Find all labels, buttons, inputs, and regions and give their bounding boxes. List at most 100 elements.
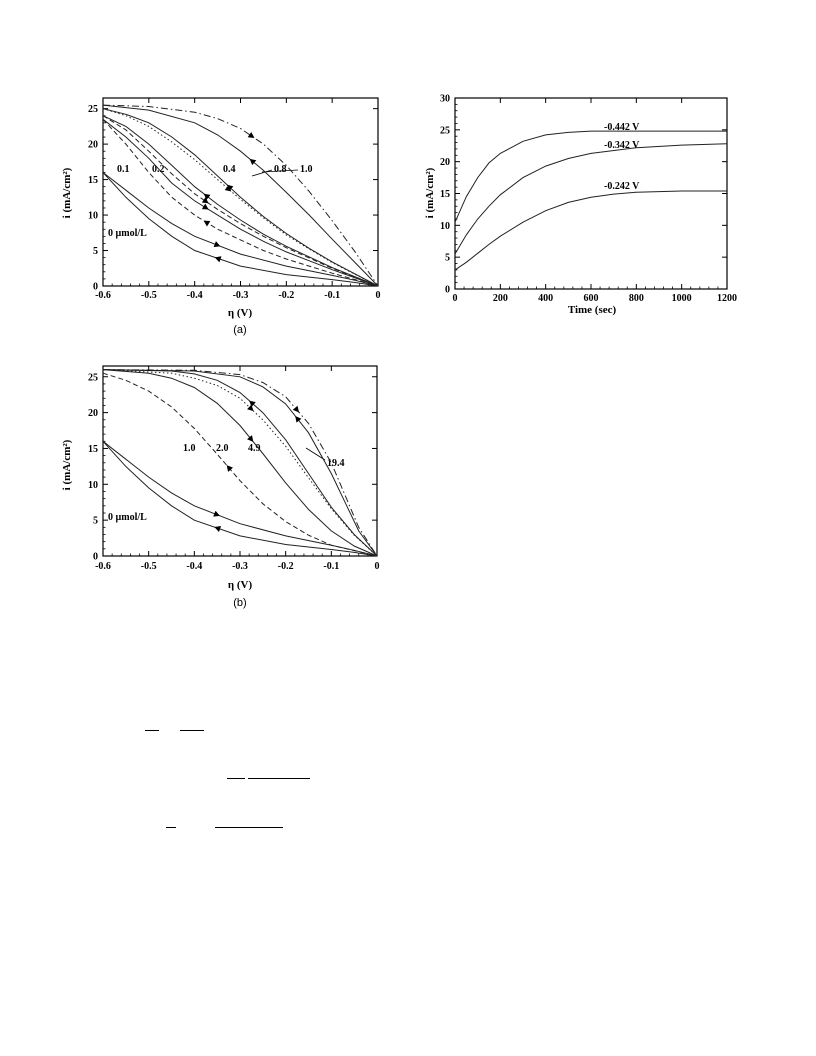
- chart-a-direction-arrow: [224, 185, 232, 192]
- chart-a-leader-0-8: [251, 169, 273, 177]
- chart-b-y-tick-label: 15: [88, 444, 98, 455]
- chart-a-y-tick-label: 10: [88, 211, 98, 222]
- chart-a-ylabel: i (mA/cm²): [61, 167, 73, 218]
- chart-time-x-tick-label: 600: [584, 293, 599, 304]
- chart-time-x-tick-label: 0: [453, 293, 458, 304]
- chart-time-y-tick-label: 10: [440, 221, 450, 232]
- chart-b-label-zero: 0 µmol/L: [108, 512, 147, 523]
- chart-a-label-0-1: 0.1: [117, 164, 130, 175]
- chart-b-direction-arrow: [213, 510, 220, 517]
- chart-a-label-1-0: 1.0: [300, 164, 313, 175]
- chart-time-series-line: [454, 143, 728, 255]
- chart-time-label-342: -0.342 V: [604, 140, 640, 151]
- chart-a-y-tick-label: 25: [88, 104, 98, 115]
- chart-time-y-tick-label: 0: [445, 285, 450, 296]
- chart-b-x-tick-label: -0.5: [141, 561, 157, 572]
- chart-a-series-line: [102, 118, 379, 287]
- chart-b-x-tick-label: -0.2: [278, 561, 294, 572]
- chart-b-y-tick-label: 20: [88, 408, 98, 419]
- equation-3-fraction-bar-left: [166, 827, 176, 828]
- chart-b-direction-arrow: [249, 400, 256, 407]
- chart-a-x-tick-label: -0.3: [233, 290, 249, 301]
- chart-time-y-tick-label: 15: [440, 189, 450, 200]
- chart-b-y-tick-label: 10: [88, 480, 98, 491]
- chart-a-direction-arrow: [201, 197, 209, 204]
- chart-time-ylabel: i (mA/cm²): [424, 167, 436, 218]
- chart-b-direction-arrow: [247, 404, 254, 412]
- chart-a-label-0-2: 0.2: [152, 164, 165, 175]
- chart-a-series-line: [102, 104, 379, 287]
- chart-b-y-tick-label: 25: [88, 372, 98, 383]
- chart-b-direction-arrow: [226, 465, 233, 472]
- chart-a-x-tick-label: -0.6: [95, 290, 111, 301]
- chart-b-label-19-4: 19.4: [327, 458, 345, 469]
- chart-a-direction-arrow: [247, 131, 255, 138]
- chart-b-x-tick-label: -0.1: [323, 561, 339, 572]
- chart-a-series-line: [102, 108, 379, 287]
- chart-time-xlabel: Time (sec): [568, 304, 617, 316]
- chart-a-y-tick-label: 0: [93, 282, 98, 293]
- chart-b-label-1-0: 1.0: [183, 443, 196, 454]
- chart-a-series-line: [102, 115, 379, 287]
- chart-a-direction-arrow: [213, 241, 221, 248]
- chart-a-direction-arrow: [203, 193, 211, 200]
- chart-b-y-tick-label: 0: [93, 552, 98, 563]
- chart-a-series-line: [102, 118, 379, 287]
- chart-a-y-tick-label: 20: [88, 140, 98, 151]
- chart-b-series-line: [102, 369, 378, 557]
- chart-b-label-4-9: 4.9: [248, 443, 261, 454]
- chart-b-direction-arrow: [292, 405, 300, 413]
- equation-2-fraction-bar-left: [227, 778, 245, 779]
- chart-b-xlabel: η (V): [228, 579, 253, 591]
- equation-3-fraction-bar-right: [215, 827, 283, 828]
- chart-b-x-tick-label: -0.4: [186, 561, 202, 572]
- chart-time-y-tick-label: 30: [440, 94, 450, 105]
- chart-a-label-zero: 0 µmol/L: [108, 228, 147, 239]
- chart-a-y-tick-label: 5: [93, 246, 98, 257]
- chart-b-x-tick-label: -0.3: [232, 561, 248, 572]
- chart-time-x-tick-label: 1000: [672, 293, 692, 304]
- chart-b-x-tick-label: -0.6: [95, 561, 111, 572]
- equation-2-fraction-bar-right: [248, 778, 310, 779]
- chart-a-label-0-4: 0.4: [223, 164, 236, 175]
- chart-b-leader-19-4: [305, 447, 326, 461]
- chart-time-series-line: [454, 130, 727, 223]
- equation-1-fraction-bar-left: [145, 730, 159, 731]
- chart-a-series-line: [102, 104, 379, 287]
- chart-time-label-442: -0.442 V: [604, 122, 640, 133]
- chart-b-x-tick-label: 0: [375, 561, 380, 572]
- chart-a-x-tick-label: 0: [376, 290, 381, 301]
- chart-b-y-tick-label: 5: [93, 516, 98, 527]
- chart-a-label-0-8: 0.8: [274, 164, 287, 175]
- chart-a-x-tick-label: -0.1: [324, 290, 340, 301]
- chart-a-x-tick-label: -0.4: [187, 290, 203, 301]
- chart-b-ylabel: i (mA/cm²): [61, 439, 73, 490]
- chart-time-y-tick-label: 20: [440, 157, 450, 168]
- chart-a-direction-arrow: [249, 158, 257, 166]
- chart-b-series-line: [102, 369, 378, 557]
- chart-a-leader-1-0: [261, 169, 299, 173]
- chart-time-series-line: [454, 190, 727, 271]
- equation-1-fraction-bar-right: [180, 730, 204, 731]
- chart-time-x-tick-label: 400: [538, 293, 553, 304]
- chart-a-x-tick-label: -0.2: [278, 290, 294, 301]
- chart-time-x-tick-label: 800: [629, 293, 644, 304]
- chart-a-series-line: [102, 115, 379, 287]
- chart-b-direction-arrow: [247, 435, 254, 442]
- chart-a-direction-arrow: [214, 256, 222, 263]
- chart-a-direction-arrow: [203, 220, 211, 227]
- chart-time-x-tick-label: 1200: [717, 293, 737, 304]
- chart-time-label-242: -0.242 V: [604, 181, 640, 192]
- chart-a-caption: (a): [233, 324, 246, 336]
- chart-b-caption: (b): [233, 597, 246, 609]
- chart-time-y-tick-label: 25: [440, 125, 450, 136]
- chart-b-direction-arrow: [295, 415, 302, 423]
- chart-a-x-tick-label: -0.5: [141, 290, 157, 301]
- chart-a-xlabel: η (V): [228, 307, 253, 319]
- chart-time-x-tick-label: 200: [493, 293, 508, 304]
- chart-a-direction-arrow: [201, 203, 209, 210]
- chart-a-y-tick-label: 15: [88, 175, 98, 186]
